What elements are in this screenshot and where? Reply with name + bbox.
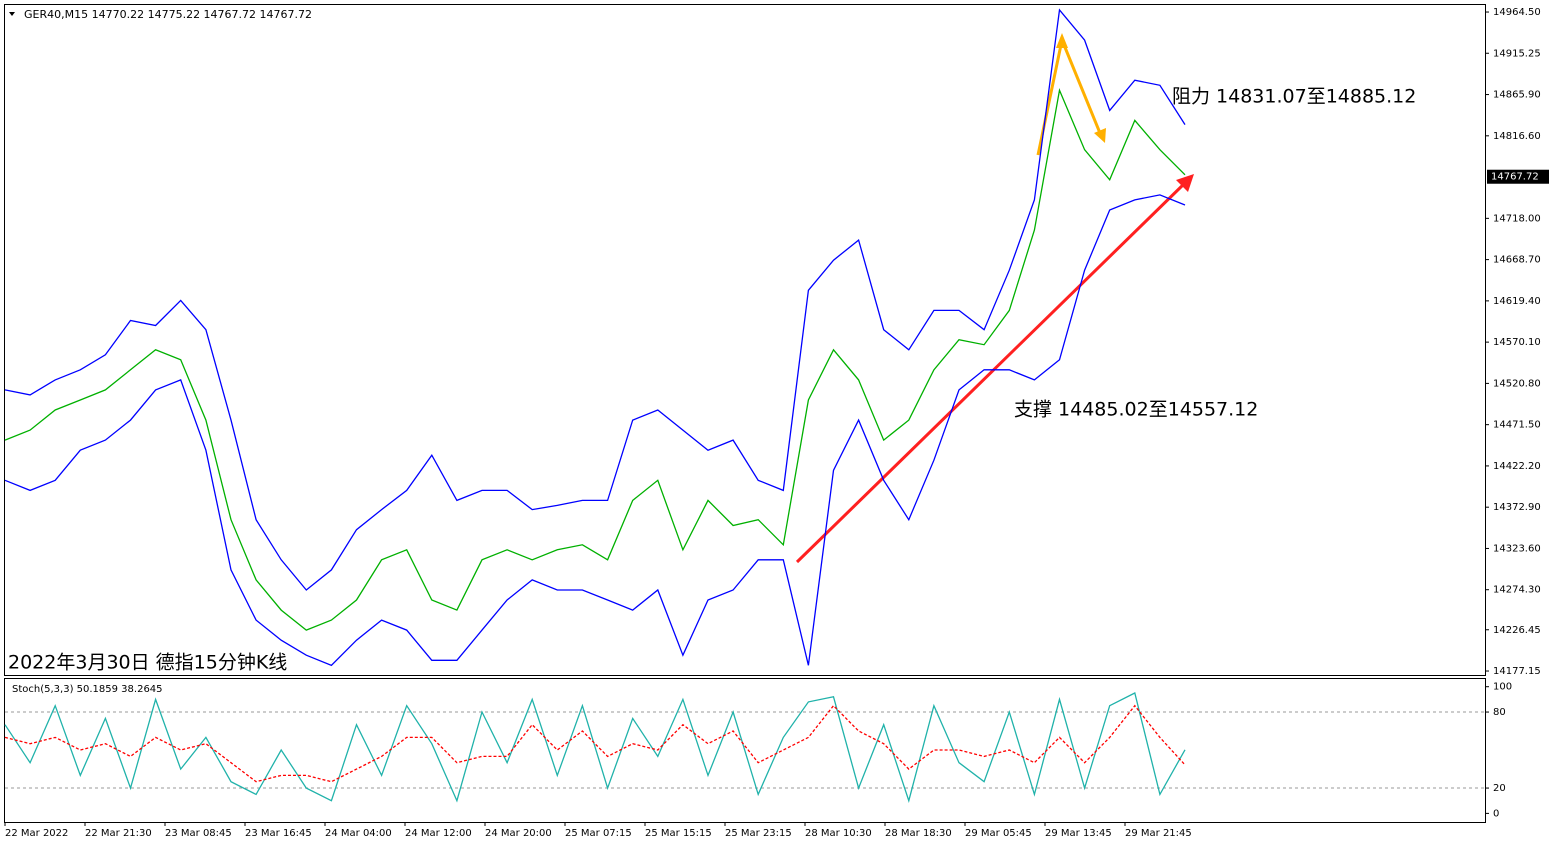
y-tick-label: 14619.40: [1493, 296, 1541, 307]
support-note: 支撑 14485.02至14557.12: [1014, 399, 1258, 421]
x-tick-label: 29 Mar 05:45: [965, 828, 1032, 839]
y-tick-label: 14915.25: [1493, 48, 1541, 59]
price-pane: [4, 4, 1486, 676]
chart-caption: 2022年3月30日 德指15分钟K线: [8, 652, 287, 674]
x-tick-label: 29 Mar 21:45: [1125, 828, 1192, 839]
x-tick-label: 25 Mar 23:15: [725, 828, 792, 839]
y-tick-label: 14570.10: [1493, 337, 1541, 348]
series-line: [4, 88, 1186, 631]
price-marker: [1487, 169, 1549, 184]
x-tick-label: 25 Mar 15:15: [645, 828, 712, 839]
y-tick-label: 14865.90: [1493, 90, 1541, 101]
trend-arrow: [795, 180, 1188, 564]
y-tick-label: 14323.60: [1493, 543, 1541, 554]
y-tick-label: 80: [1493, 707, 1506, 718]
price-label: 14767.72: [1491, 172, 1539, 183]
y-tick-label: 14372.90: [1493, 502, 1541, 513]
x-tick-label: 24 Mar 20:00: [485, 828, 552, 839]
stoch-label: Stoch(5,3,3) 50.1859 38.2645: [12, 684, 163, 695]
x-tick-label: 25 Mar 07:15: [565, 828, 632, 839]
x-tick-label: 28 Mar 18:30: [885, 828, 952, 839]
x-tick-label: 23 Mar 16:45: [245, 828, 312, 839]
header: GER40,M15 14770.22 14775.22 14767.72 147…: [24, 8, 312, 21]
header-icon: [9, 12, 15, 16]
series-line: [4, 194, 1186, 667]
x-tick-label: 24 Mar 12:00: [405, 828, 472, 839]
x-tick-label: 24 Mar 04:00: [325, 828, 392, 839]
y-tick-label: 14816.60: [1493, 131, 1541, 142]
y-tick-label: 20: [1493, 783, 1506, 794]
series-line: [4, 704, 1186, 783]
arrow-head: [1094, 128, 1106, 143]
resistance-note: 阻力 14831.07至14885.12: [1172, 86, 1416, 108]
arrow-head: [1056, 33, 1068, 48]
x-tick-label: 22 Mar 21:30: [85, 828, 152, 839]
y-tick-label: 100: [1493, 682, 1512, 693]
y-tick-label: 14422.20: [1493, 461, 1541, 472]
y-tick-label: 0: [1493, 808, 1499, 819]
y-tick-label: 14274.30: [1493, 585, 1541, 596]
y-tick-label: 14964.50: [1493, 7, 1541, 18]
stoch-pane: [4, 678, 1486, 823]
y-tick-label: 14520.80: [1493, 378, 1541, 389]
x-tick-label: 22 Mar 2022: [5, 828, 68, 839]
series-line: [4, 8, 1186, 591]
y-tick-label: 14668.70: [1493, 255, 1541, 266]
y-tick-label: 14718.00: [1493, 213, 1541, 224]
y-tick-label: 14471.50: [1493, 420, 1541, 431]
x-tick-label: 29 Mar 13:45: [1045, 828, 1112, 839]
arrow-head: [1176, 174, 1194, 192]
y-tick-label: 14177.15: [1493, 666, 1541, 677]
x-tick-label: 23 Mar 08:45: [165, 828, 232, 839]
series-line: [4, 692, 1186, 803]
x-tick-label: 28 Mar 10:30: [805, 828, 872, 839]
y-tick-label: 14226.45: [1493, 625, 1541, 636]
